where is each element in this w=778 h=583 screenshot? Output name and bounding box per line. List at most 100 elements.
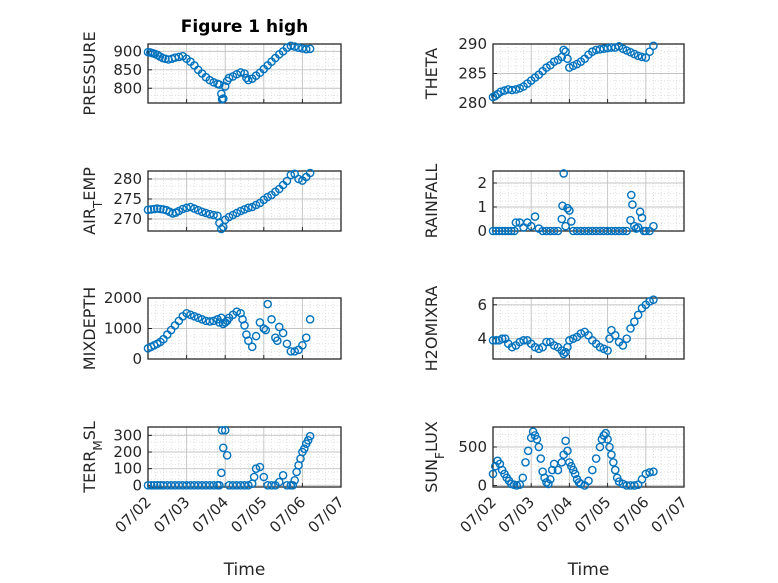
data-point (251, 331, 261, 341)
data-point (557, 458, 567, 467)
data-point (217, 89, 226, 99)
data-point (242, 73, 251, 83)
data-point (491, 336, 501, 345)
data-point (301, 44, 311, 54)
series-markers (143, 426, 315, 490)
data-point (162, 330, 172, 339)
y-tick-label: 1000 (104, 320, 142, 338)
y-axis-label: THETA (422, 48, 441, 100)
data-point (288, 481, 298, 490)
y-tick-label: 290 (458, 35, 487, 53)
data-point (244, 336, 253, 346)
series-markers (488, 41, 658, 102)
x-tick-label: 07/06 (609, 493, 652, 536)
y-axis-label: TERRMSL (80, 421, 105, 494)
data-point (610, 330, 620, 340)
x-tick-label: 07/06 (266, 493, 309, 536)
data-point (290, 476, 299, 485)
data-point (491, 226, 501, 236)
y-tick-label: 285 (458, 65, 487, 83)
y-axis-label: RAINFALL (422, 164, 441, 239)
y-tick-label: 280 (113, 170, 142, 188)
data-point (626, 215, 635, 225)
y-tick-label: 275 (113, 190, 142, 208)
data-point (511, 85, 521, 94)
data-point (220, 82, 230, 91)
data-point (546, 475, 555, 484)
x-tick-label: 07/04 (533, 493, 576, 536)
data-point (217, 426, 227, 435)
data-point (603, 435, 612, 444)
data-point (220, 426, 230, 435)
data-point (519, 336, 528, 345)
data-point (605, 442, 614, 452)
y-tick-label: 850 (113, 61, 142, 79)
y-tick-label: 2 (477, 174, 487, 192)
data-point (610, 465, 620, 475)
data-point (532, 435, 542, 444)
y-axis-label: H2OMIXRA (422, 286, 441, 372)
data-point (559, 169, 568, 178)
data-point (584, 476, 593, 486)
data-point (609, 458, 618, 467)
data-point (152, 481, 162, 490)
data-point (232, 307, 242, 317)
data-point (607, 450, 616, 459)
y-tick-label: 200 (113, 443, 142, 461)
data-point (570, 469, 580, 479)
data-point (633, 310, 643, 320)
data-point (510, 226, 519, 236)
data-point (595, 442, 605, 452)
data-point (576, 479, 586, 489)
data-point (259, 324, 269, 333)
data-point (488, 469, 498, 479)
x-tick-label: 07/04 (189, 493, 232, 536)
data-point (515, 480, 525, 489)
data-point (261, 325, 271, 335)
data-point (561, 436, 570, 446)
data-point (542, 337, 551, 347)
data-point (286, 170, 296, 180)
data-point (523, 446, 533, 456)
panel-4: 0 1 2 RAINFALL (422, 164, 685, 240)
data-point (143, 481, 153, 490)
y-tick-label: 2000 (104, 289, 142, 307)
data-point (170, 53, 180, 62)
axes-box (147, 43, 342, 104)
data-point (156, 204, 165, 214)
data-point (534, 442, 544, 452)
data-point (507, 226, 516, 236)
y-tick-label: 0 (132, 476, 142, 494)
x-axis-label: Time (223, 560, 266, 580)
data-point (559, 349, 568, 359)
y-axis-label: MIXDEPTH (80, 287, 99, 370)
data-point (240, 69, 249, 78)
y-tick-label: 270 (113, 210, 142, 228)
data-point (240, 321, 249, 330)
series-markers (143, 41, 315, 104)
series-markers (488, 295, 658, 359)
y-tick-label: 300 (113, 426, 142, 444)
x-axis-label: Time (567, 560, 610, 580)
data-point (519, 223, 528, 232)
data-point (209, 210, 218, 220)
data-point (649, 467, 658, 476)
data-point (209, 316, 218, 326)
data-point (190, 311, 199, 321)
data-point (618, 341, 628, 350)
data-point (618, 226, 628, 236)
data-point (166, 325, 176, 335)
data-point (622, 226, 632, 236)
data-point (500, 226, 510, 236)
x-tick-label: 07/07 (305, 493, 348, 536)
series-markers (488, 427, 658, 490)
data-point (222, 451, 232, 460)
data-point (630, 481, 639, 490)
data-point (618, 479, 628, 489)
data-point (149, 481, 159, 490)
data-point (641, 226, 651, 236)
data-point (641, 469, 651, 479)
data-point (149, 204, 159, 214)
